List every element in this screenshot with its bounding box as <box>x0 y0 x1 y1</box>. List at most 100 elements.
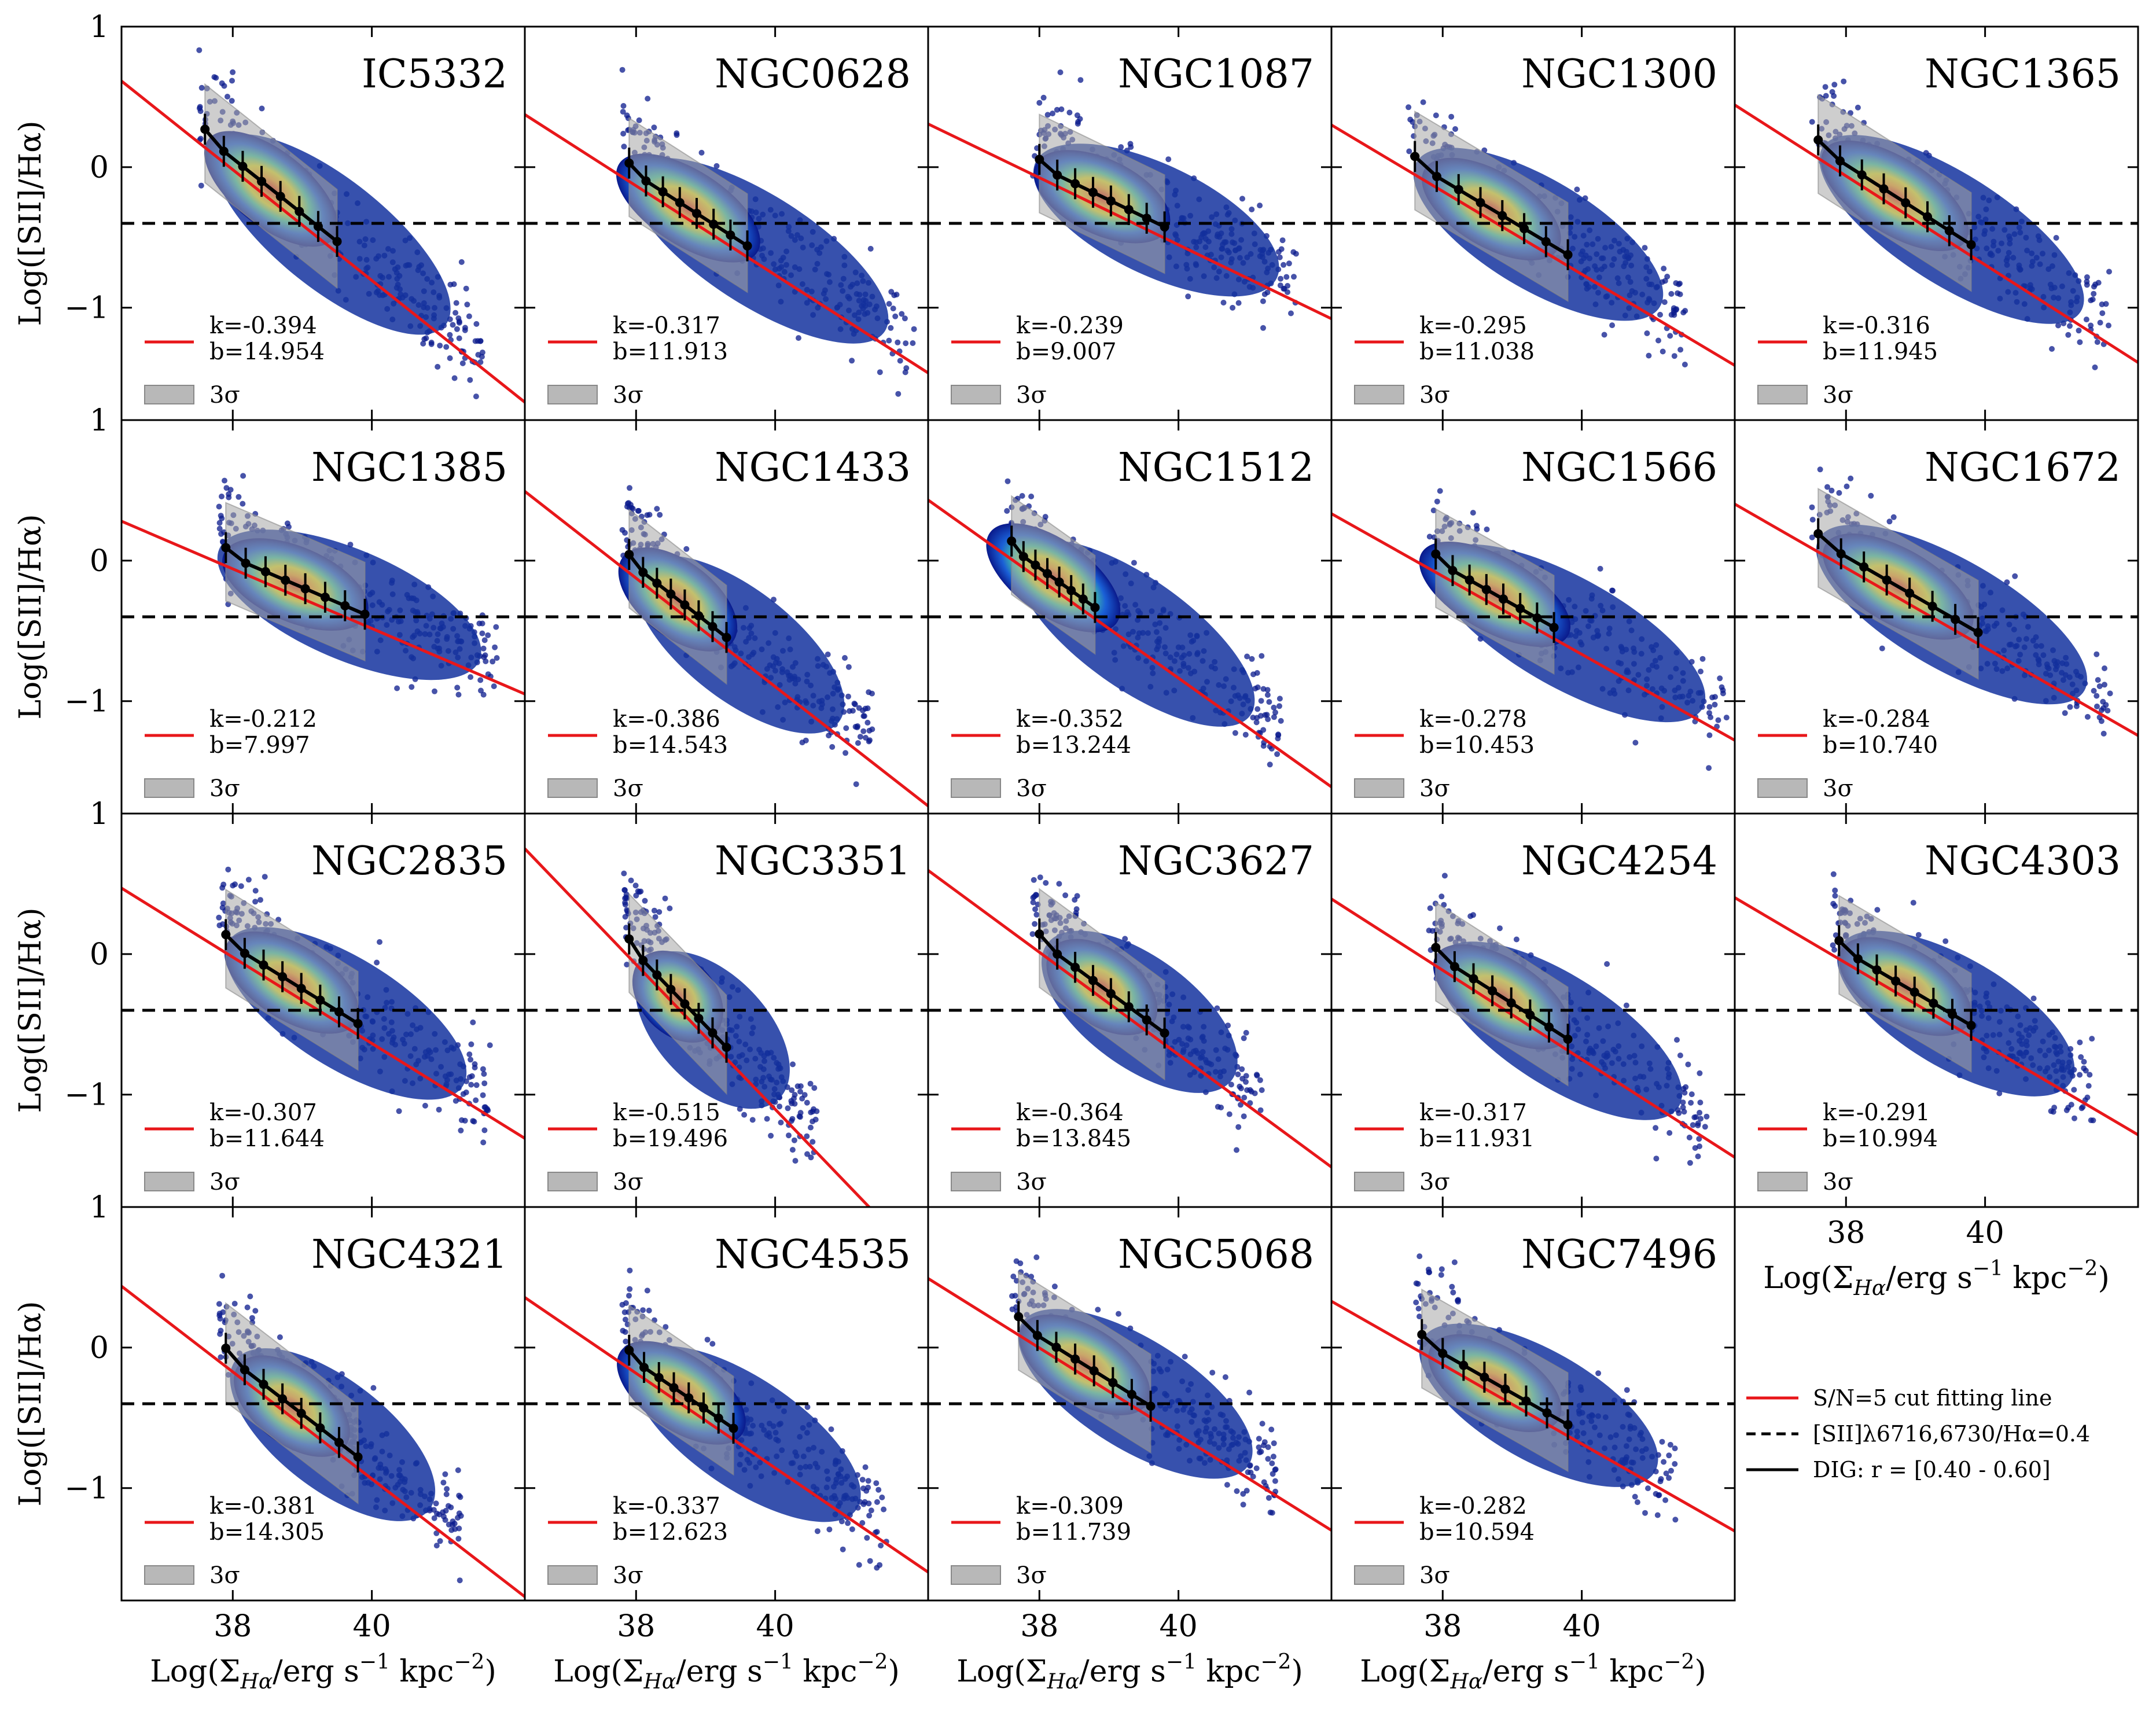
fit-line <box>1331 897 1735 1159</box>
fit-line <box>122 886 525 1140</box>
b-value: b=14.954 <box>209 338 325 365</box>
dig-line <box>221 1333 363 1473</box>
legend-fit: S/N=5 cut fitting line <box>1813 1385 2052 1411</box>
panel-title: NGC1365 <box>1925 51 2121 97</box>
sigma-label: 3σ <box>1419 775 1450 802</box>
sigma-label: 3σ <box>1419 1562 1450 1589</box>
panel-title: NGC0628 <box>715 51 911 97</box>
k-value: k=-0.381 <box>209 1493 317 1519</box>
sigma-band <box>628 892 727 1095</box>
dig-line <box>221 532 370 630</box>
sigma-label: 3σ <box>1823 382 1853 409</box>
dig-line <box>1410 141 1573 270</box>
b-value: b=11.644 <box>209 1125 325 1152</box>
legend-dig: DIG: r = [0.40 - 0.60] <box>1813 1457 2051 1482</box>
y-axis-label: Log([SII]/Hα) <box>13 1301 48 1507</box>
panel-title: NGC1433 <box>715 445 911 491</box>
y-tick-label: 1 <box>90 10 109 45</box>
x-tick-label: 40 <box>1563 1609 1601 1644</box>
panel-title: NGC5068 <box>1118 1232 1314 1278</box>
sigma-band <box>1817 487 1979 680</box>
x-tick-label: 38 <box>214 1609 252 1644</box>
dig-line <box>200 113 342 257</box>
sigma-band <box>1421 1288 1569 1473</box>
b-value: b=7.997 <box>209 732 310 759</box>
sigma-band <box>225 888 359 1071</box>
b-value: b=10.594 <box>1419 1519 1535 1546</box>
k-value: k=-0.317 <box>613 312 720 339</box>
k-value: k=-0.291 <box>1823 1099 1930 1126</box>
sigma-band <box>628 117 748 293</box>
panel-title: NGC1300 <box>1521 51 1717 97</box>
sigma-label: 3σ <box>1419 382 1450 409</box>
sigma-band <box>1838 895 1972 1073</box>
y-tick-label: 0 <box>90 1331 109 1366</box>
fit-line <box>525 1296 928 1574</box>
panel-title: NGC1672 <box>1925 445 2121 491</box>
k-value: k=-0.212 <box>209 706 317 733</box>
fit-line <box>1331 512 1735 742</box>
y-axis-label: Log([SII]/Hα) <box>13 514 48 720</box>
x-tick-label: 38 <box>617 1609 655 1644</box>
fit-line <box>122 520 525 696</box>
sigma-label: 3σ <box>209 1169 240 1195</box>
panel-title: NGC4254 <box>1521 838 1717 884</box>
k-value: k=-0.284 <box>1823 706 1930 733</box>
x-tick-label: 38 <box>1020 1609 1058 1644</box>
sigma-label: 3σ <box>1823 1169 1853 1195</box>
x-axis-label: Log(ΣHα/erg s−1 kpc−2) <box>956 1650 1303 1694</box>
panel-title: NGC1385 <box>311 445 507 491</box>
k-value: k=-0.317 <box>1419 1099 1527 1126</box>
panel-title: NGC7496 <box>1521 1232 1717 1278</box>
b-value: b=11.931 <box>1419 1125 1535 1152</box>
legend-dashed: [SII]λ6716,6730/Hα=0.4 <box>1813 1421 2090 1447</box>
sigma-band <box>628 508 727 685</box>
b-value: b=19.496 <box>613 1125 728 1152</box>
sigma-label: 3σ <box>1016 1169 1047 1195</box>
b-value: b=11.913 <box>613 338 728 365</box>
sigma-band <box>1817 94 1972 292</box>
dig-line <box>1417 1319 1573 1441</box>
y-axis-label: Log([SII]/Hα) <box>13 121 48 326</box>
y-tick-label: −1 <box>64 1078 109 1113</box>
y-tick-label: −1 <box>64 291 109 326</box>
sigma-band <box>1018 1270 1151 1454</box>
dig-line <box>624 539 731 653</box>
sigma-band <box>204 83 338 289</box>
fit-line <box>122 80 525 404</box>
dig-line <box>221 919 363 1039</box>
panel-title: NGC3627 <box>1118 838 1314 884</box>
x-tick-label: 38 <box>1827 1216 1865 1250</box>
sigma-label: 3σ <box>209 382 240 409</box>
y-tick-label: 1 <box>90 1190 109 1225</box>
k-value: k=-0.352 <box>1016 706 1124 733</box>
x-tick-label: 40 <box>756 1609 794 1644</box>
dig-line <box>1007 525 1100 623</box>
panel-title: NGC4535 <box>715 1232 911 1278</box>
k-value: k=-0.515 <box>613 1099 720 1126</box>
